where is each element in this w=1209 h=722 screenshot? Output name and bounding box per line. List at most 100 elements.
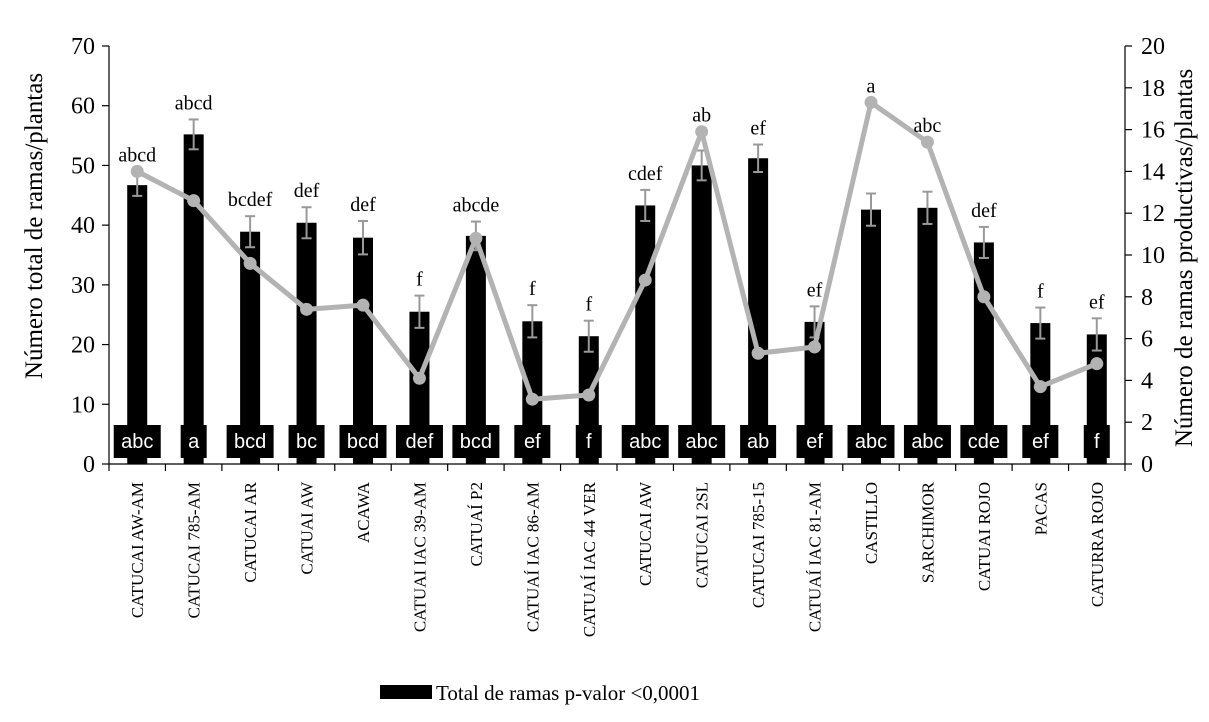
bar [465,235,486,464]
line-series [130,95,1104,406]
bar-letter: bcd [347,431,379,453]
bar-letter: a [188,431,200,453]
line-point [920,135,934,149]
bar-letter: f [586,431,592,453]
bar-letter-box [395,425,443,458]
line-point [469,231,483,245]
bar-letter-box [621,425,669,458]
line-letter: f [416,269,423,291]
x-tick-label: CATUAI IAC 39-AM [410,482,429,632]
bar-letter-box [847,425,895,458]
line-letter: def [971,200,997,222]
x-tick-label: CATUCAI AW [636,481,655,586]
bar [748,158,769,464]
x-tick-label: CATUCAI 2SL [693,482,712,588]
line-point [1033,380,1047,394]
legend: Total de ramas p-valor <0,0001 [380,681,700,705]
line-point [751,346,765,360]
line-letter: cdef [628,163,663,185]
line-letter: f [585,294,592,316]
y2-tick-label: 0 [1141,452,1153,478]
bar-letter-box [452,425,500,458]
bar-letter-box [678,425,726,458]
bar-letter-box [796,425,833,458]
y2-tick-label: 14 [1141,159,1165,185]
line-letter: a [867,75,876,97]
bar-letter-box [226,425,274,458]
bar [353,237,373,464]
line-letter: abcd [175,92,213,114]
bar-series [127,134,1107,465]
bar [240,231,261,464]
bar [183,134,204,464]
bar-letter: bc [296,431,317,453]
line-point [412,371,426,385]
y2-tick-label: 20 [1141,34,1165,60]
line-letter: ef [807,279,823,301]
y-axis-label: Número total de ramas/plantas [21,73,48,379]
y-tick-label: 20 [71,333,95,359]
x-tick-label: CATUAÍ IAC 81-AM [806,482,825,632]
bar-letter: def [406,431,434,453]
line-letter: f [529,278,536,300]
y2-tick-label: 2 [1141,410,1153,436]
bar [296,222,317,464]
y-tick-label: 60 [71,94,95,120]
bar-letter: cde [968,431,1000,453]
line-letter: ef [1089,291,1105,313]
y2-tick-label: 12 [1141,201,1165,227]
bar-letter: abc [855,431,887,453]
line-point [300,302,314,316]
bar-letter: ef [1032,431,1049,453]
x-tick-label: CATUCAI AW-AM [128,482,147,618]
bar [691,165,712,464]
legend-label: Total de ramas p-valor <0,0001 [436,681,700,705]
line-point [864,95,878,109]
significance-letters: abc a bcd bc bcd def bcd ef f abc abc ab ef abc abc cde… [113,75,1110,458]
bar-letter-box [180,425,207,458]
axes: 0 10 20 30 40 50 60 70 0 2 4 6 8 10 12 14 16 18 20 CATUCAI … [71,34,1165,637]
line-letter: ef [750,118,766,140]
line-letter: def [294,180,320,202]
bar-letter: abc [629,431,661,453]
line-point [525,392,539,406]
y2-tick-label: 4 [1141,368,1153,394]
line-point [356,298,370,312]
line-letter: abcd [118,144,156,166]
line-point [695,125,709,139]
y2-tick-label: 6 [1141,327,1153,353]
bar-letter: bcd [460,431,492,453]
y-tick-label: 40 [71,213,95,239]
bar-letter-box [903,425,951,458]
y-tick-label: 50 [71,153,95,179]
y2-axis-label: Número de ramas productivas/plantas [1171,69,1198,447]
bar [127,185,148,465]
x-tick-label: PACAS [1031,482,1050,535]
bar-letter-box [514,425,551,458]
bar-letter: ef [806,431,823,453]
y-tick-label: 70 [71,34,95,60]
bar-letter-box [339,425,387,458]
line-point [638,273,652,287]
x-tick-label: CATUCAI AR [241,481,260,582]
y2-tick-label: 18 [1141,76,1165,102]
bar-letter-box [575,425,602,458]
line-letter: def [350,194,376,216]
x-tick-label: CATUAI AW [298,481,317,575]
bar-letter-box [960,425,1008,458]
line-letter: abc [914,115,942,137]
line-point [243,256,257,270]
y2-tick-label: 16 [1141,118,1165,144]
bar-letter: abc [686,431,718,453]
error-bars [132,118,1102,353]
bar [917,207,938,464]
x-tick-label: CASTILLO [862,482,881,564]
line-path [136,99,1098,402]
x-tick-label: CATUCAI 785-AM [185,482,204,618]
x-tick-label: SARCHIMOR [918,481,937,583]
y2-tick-label: 10 [1141,243,1165,269]
line-point [977,290,991,304]
x-tick-label: CATUCAI 785-15 [749,482,768,608]
bar-letter: abc [911,431,943,453]
